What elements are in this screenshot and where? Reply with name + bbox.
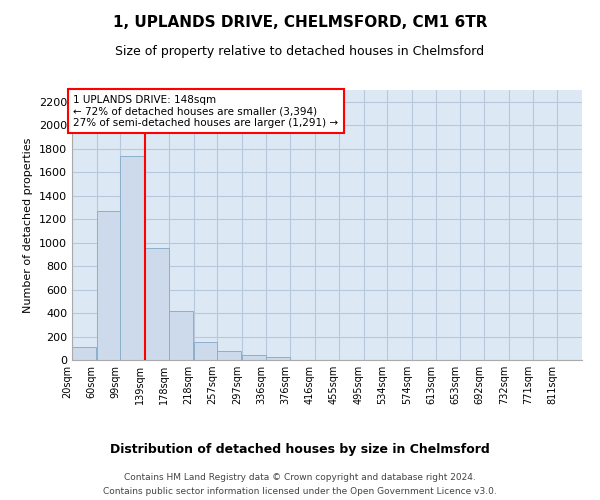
- Text: Contains public sector information licensed under the Open Government Licence v3: Contains public sector information licen…: [103, 488, 497, 496]
- Bar: [266, 357, 290, 360]
- Bar: [97, 211, 121, 360]
- Text: 1 UPLANDS DRIVE: 148sqm
← 72% of detached houses are smaller (3,394)
27% of semi: 1 UPLANDS DRIVE: 148sqm ← 72% of detache…: [73, 94, 338, 128]
- Text: Distribution of detached houses by size in Chelmsford: Distribution of detached houses by size …: [110, 442, 490, 456]
- Bar: [194, 342, 217, 360]
- Bar: [121, 156, 145, 360]
- Text: 1, UPLANDS DRIVE, CHELMSFORD, CM1 6TR: 1, UPLANDS DRIVE, CHELMSFORD, CM1 6TR: [113, 15, 487, 30]
- Bar: [217, 350, 241, 360]
- Text: Size of property relative to detached houses in Chelmsford: Size of property relative to detached ho…: [115, 45, 485, 58]
- Text: Contains HM Land Registry data © Crown copyright and database right 2024.: Contains HM Land Registry data © Crown c…: [124, 472, 476, 482]
- Bar: [145, 248, 169, 360]
- Bar: [242, 354, 266, 360]
- Bar: [169, 312, 193, 360]
- Bar: [72, 346, 96, 360]
- Y-axis label: Number of detached properties: Number of detached properties: [23, 138, 34, 312]
